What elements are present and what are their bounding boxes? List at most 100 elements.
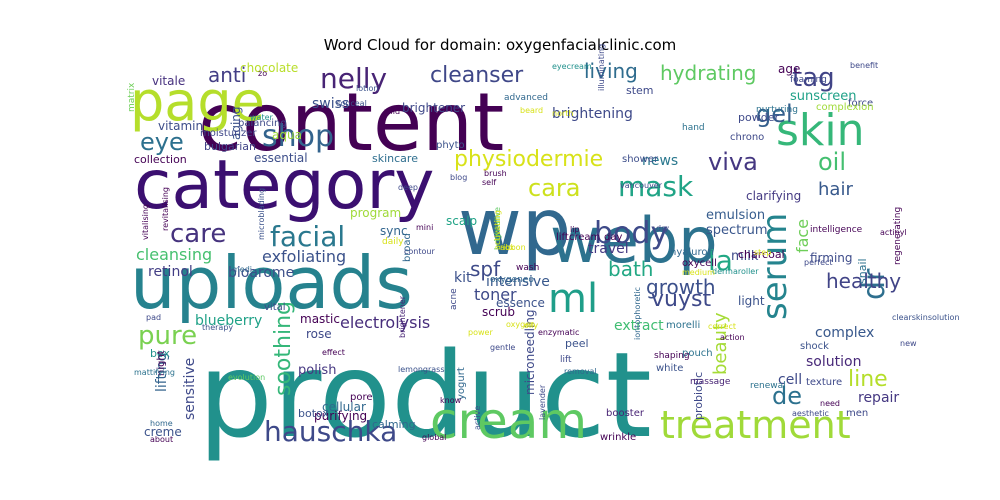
word-bioarome: bioarome	[228, 265, 294, 281]
word-global: global	[422, 433, 446, 442]
word-creme: creme	[144, 425, 182, 439]
word-scrub: scrub	[482, 305, 515, 319]
word-evolution: evolution	[228, 373, 265, 382]
word-age: age	[778, 62, 800, 76]
word-pad: pad	[146, 313, 161, 322]
word-cell: cell	[778, 372, 802, 388]
word-emulsion: emulsion	[706, 208, 765, 223]
word-morelli: morelli	[666, 320, 700, 331]
word-massage: massage	[690, 377, 731, 387]
word-travel: travel	[588, 241, 629, 257]
word-mini: mini	[416, 223, 433, 232]
word-bath: bath	[608, 257, 653, 281]
word-therapy: therapy	[202, 323, 233, 332]
word-need: need	[820, 399, 840, 408]
word-care: care	[170, 219, 226, 249]
word-booster: booster	[606, 408, 645, 419]
word-calming: calming	[372, 418, 416, 431]
word-extract: extract	[614, 318, 664, 334]
word-nelly: nelly	[320, 62, 387, 95]
word-skincare: skincare	[372, 152, 418, 165]
word-box: box	[150, 347, 170, 360]
word-dr: dr	[857, 268, 892, 300]
word-actinyl: actinyl	[880, 228, 907, 237]
word-illuminating: illuminating	[597, 44, 606, 91]
word-chrono: chrono	[730, 132, 764, 143]
word-aesthetic: aesthetic	[792, 409, 829, 418]
word-lemongrass: lemongrass	[398, 365, 445, 374]
word-exfoliating: exfoliating	[262, 247, 346, 266]
word-stem: stem	[626, 84, 654, 97]
word-enzymatic: enzymatic	[538, 328, 579, 337]
word-probiotic: probiotic	[692, 372, 705, 420]
word-blog: blog	[450, 173, 467, 182]
word-lift: lift	[560, 355, 572, 365]
word-wrinkle: wrinkle	[600, 432, 636, 443]
word-soothing: soothing	[271, 301, 296, 396]
word-night: night	[156, 350, 167, 376]
word-retinol: retinol	[148, 264, 193, 280]
word-shock: shock	[800, 341, 829, 352]
word-page: page	[130, 70, 265, 133]
word-clarifying: clarifying	[746, 189, 801, 203]
word-facial: facial	[270, 220, 345, 253]
word-mastic: mastic	[300, 312, 340, 326]
word-category: category	[134, 146, 435, 225]
word-content: content	[198, 76, 504, 169]
word-vuyst: vuyst	[651, 287, 711, 312]
word-active: active	[473, 406, 482, 430]
word-viva: viva	[708, 148, 758, 176]
word-hauschka: hauschka	[264, 415, 397, 448]
word-pouch: pouch	[682, 348, 713, 359]
word-repair: repair	[858, 390, 899, 406]
word-zo: zo	[258, 69, 267, 78]
word-new: new	[900, 339, 917, 348]
word-body: body	[594, 216, 668, 251]
word-oxygen: oxygen	[506, 320, 535, 329]
word-wash: wash	[516, 263, 539, 273]
word-removal: removal	[564, 367, 597, 376]
word-gentle: gentle	[490, 343, 515, 352]
word-aqua: aqua	[272, 128, 302, 142]
word-cara: cara	[528, 174, 580, 202]
word-balancing: balancing	[238, 118, 287, 129]
word-lifting: lifting	[154, 352, 170, 392]
word-skin: skin	[776, 105, 865, 156]
word-complexion: complexion	[816, 102, 874, 113]
word-oil: oil	[818, 148, 846, 176]
word-uploads: uploads	[130, 241, 413, 325]
word-powder: powder	[738, 111, 779, 124]
word-serum: serum	[755, 213, 795, 320]
word-dermaroller: dermaroller	[712, 267, 759, 276]
word-benefit: benefit	[850, 61, 878, 70]
word-spectrum: spectrum	[706, 223, 768, 238]
word-charcoal: charcoal	[738, 248, 785, 261]
word-shop: shop	[262, 119, 334, 154]
word-la: la	[708, 244, 733, 277]
word-hand: hand	[682, 123, 705, 133]
word-swiss: swiss	[312, 96, 349, 112]
word-effect: effect	[322, 348, 345, 357]
word-intensive: intensive	[486, 274, 550, 290]
word-power: power	[468, 328, 493, 337]
word-activating: activating	[493, 210, 502, 250]
word-hair: hair	[818, 179, 853, 200]
word-sync: sync	[380, 224, 408, 238]
word-milk: milk	[731, 249, 759, 264]
word-living: living	[584, 59, 638, 83]
word-eye: eye	[140, 128, 184, 156]
word-anti: anti	[208, 63, 246, 87]
word-mask: mask	[618, 170, 694, 203]
word-oxycell: oxycell	[682, 258, 717, 269]
word-cleansing: cleansing	[136, 245, 212, 264]
word-step: step	[754, 248, 771, 257]
word-shaping: shaping	[654, 351, 690, 361]
word-wild: wild	[384, 107, 400, 116]
word-brightener: brightener	[402, 101, 465, 115]
word-sensitive: sensitive	[182, 358, 198, 420]
word-toner: toner	[474, 285, 517, 304]
word-eyecream: eyecream	[552, 62, 592, 71]
word-brightalive: brightalive	[493, 207, 502, 250]
word-vancouver: vancouver	[620, 181, 663, 190]
